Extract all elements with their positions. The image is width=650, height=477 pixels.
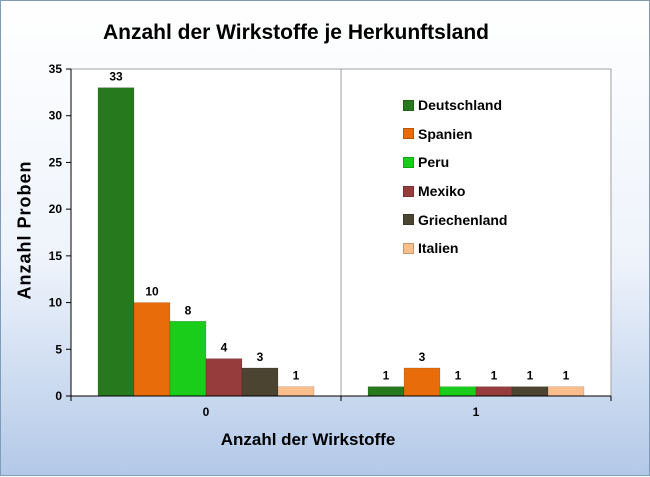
data-label: 1 (563, 369, 570, 383)
data-label: 3 (257, 350, 264, 364)
y-tick-label: 5 (55, 342, 62, 356)
data-label: 1 (491, 369, 498, 383)
legend-swatch (403, 185, 414, 197)
data-label: 10 (145, 285, 159, 299)
data-label: 4 (221, 341, 228, 355)
legend-swatch (403, 128, 414, 140)
legend-item: Mexiko (403, 177, 507, 206)
x-tick-label: 0 (203, 405, 210, 419)
bar-mexiko-1 (475, 386, 513, 397)
data-label: 33 (109, 70, 123, 84)
bar-italien-1 (547, 386, 585, 397)
data-label: 8 (185, 303, 192, 317)
bar-peru-0 (169, 321, 207, 397)
y-tick-label: 30 (49, 109, 63, 123)
bar-deutschland-1 (367, 386, 405, 397)
data-label: 1 (383, 369, 390, 383)
legend-swatch (403, 99, 414, 111)
legend-swatch (403, 242, 414, 254)
legend-label: Italien (418, 240, 459, 257)
bar-deutschland-0 (97, 87, 135, 397)
y-tick-label: 15 (49, 249, 63, 263)
legend-item: Spanien (403, 120, 507, 149)
legend-label: Mexiko (418, 183, 466, 200)
legend-label: Griechenland (418, 211, 508, 228)
data-label: 3 (419, 350, 426, 364)
y-tick-label: 25 (49, 155, 63, 169)
x-tick-label: 1 (473, 405, 480, 419)
data-label: 1 (527, 369, 534, 383)
y-tick-label: 0 (55, 389, 62, 403)
legend-item: Peru (403, 148, 507, 177)
bar-spanien-0 (133, 302, 171, 397)
y-tick-label: 10 (49, 296, 63, 310)
chart-title: Anzahl der Wirkstoffe je Herkunftsland (102, 21, 490, 44)
bar-spanien-1 (403, 367, 441, 397)
legend-swatch (403, 214, 414, 226)
legend-label: Peru (418, 154, 450, 171)
legend-swatch (403, 156, 414, 168)
data-label: 1 (455, 369, 462, 383)
x-axis-label: Anzahl der Wirkstoffe (220, 430, 396, 449)
legend-item: Griechenland (403, 205, 507, 234)
bar-mexiko-0 (205, 358, 243, 397)
bar-italien-0 (277, 386, 315, 397)
legend-item: Deutschland (403, 91, 507, 120)
y-tick-label: 20 (49, 202, 63, 216)
bar-griechenland-0 (241, 367, 279, 397)
bar-griechenland-1 (511, 386, 549, 397)
legend-label: Deutschland (418, 97, 503, 114)
y-tick-label: 35 (49, 62, 63, 76)
legend: Deutschland Spanien Peru Mexiko Griechenland… (403, 91, 507, 263)
legend-item: Italien (403, 234, 507, 263)
bar-peru-1 (439, 386, 477, 397)
data-label: 1 (293, 369, 300, 383)
legend-label: Spanien (418, 125, 473, 142)
